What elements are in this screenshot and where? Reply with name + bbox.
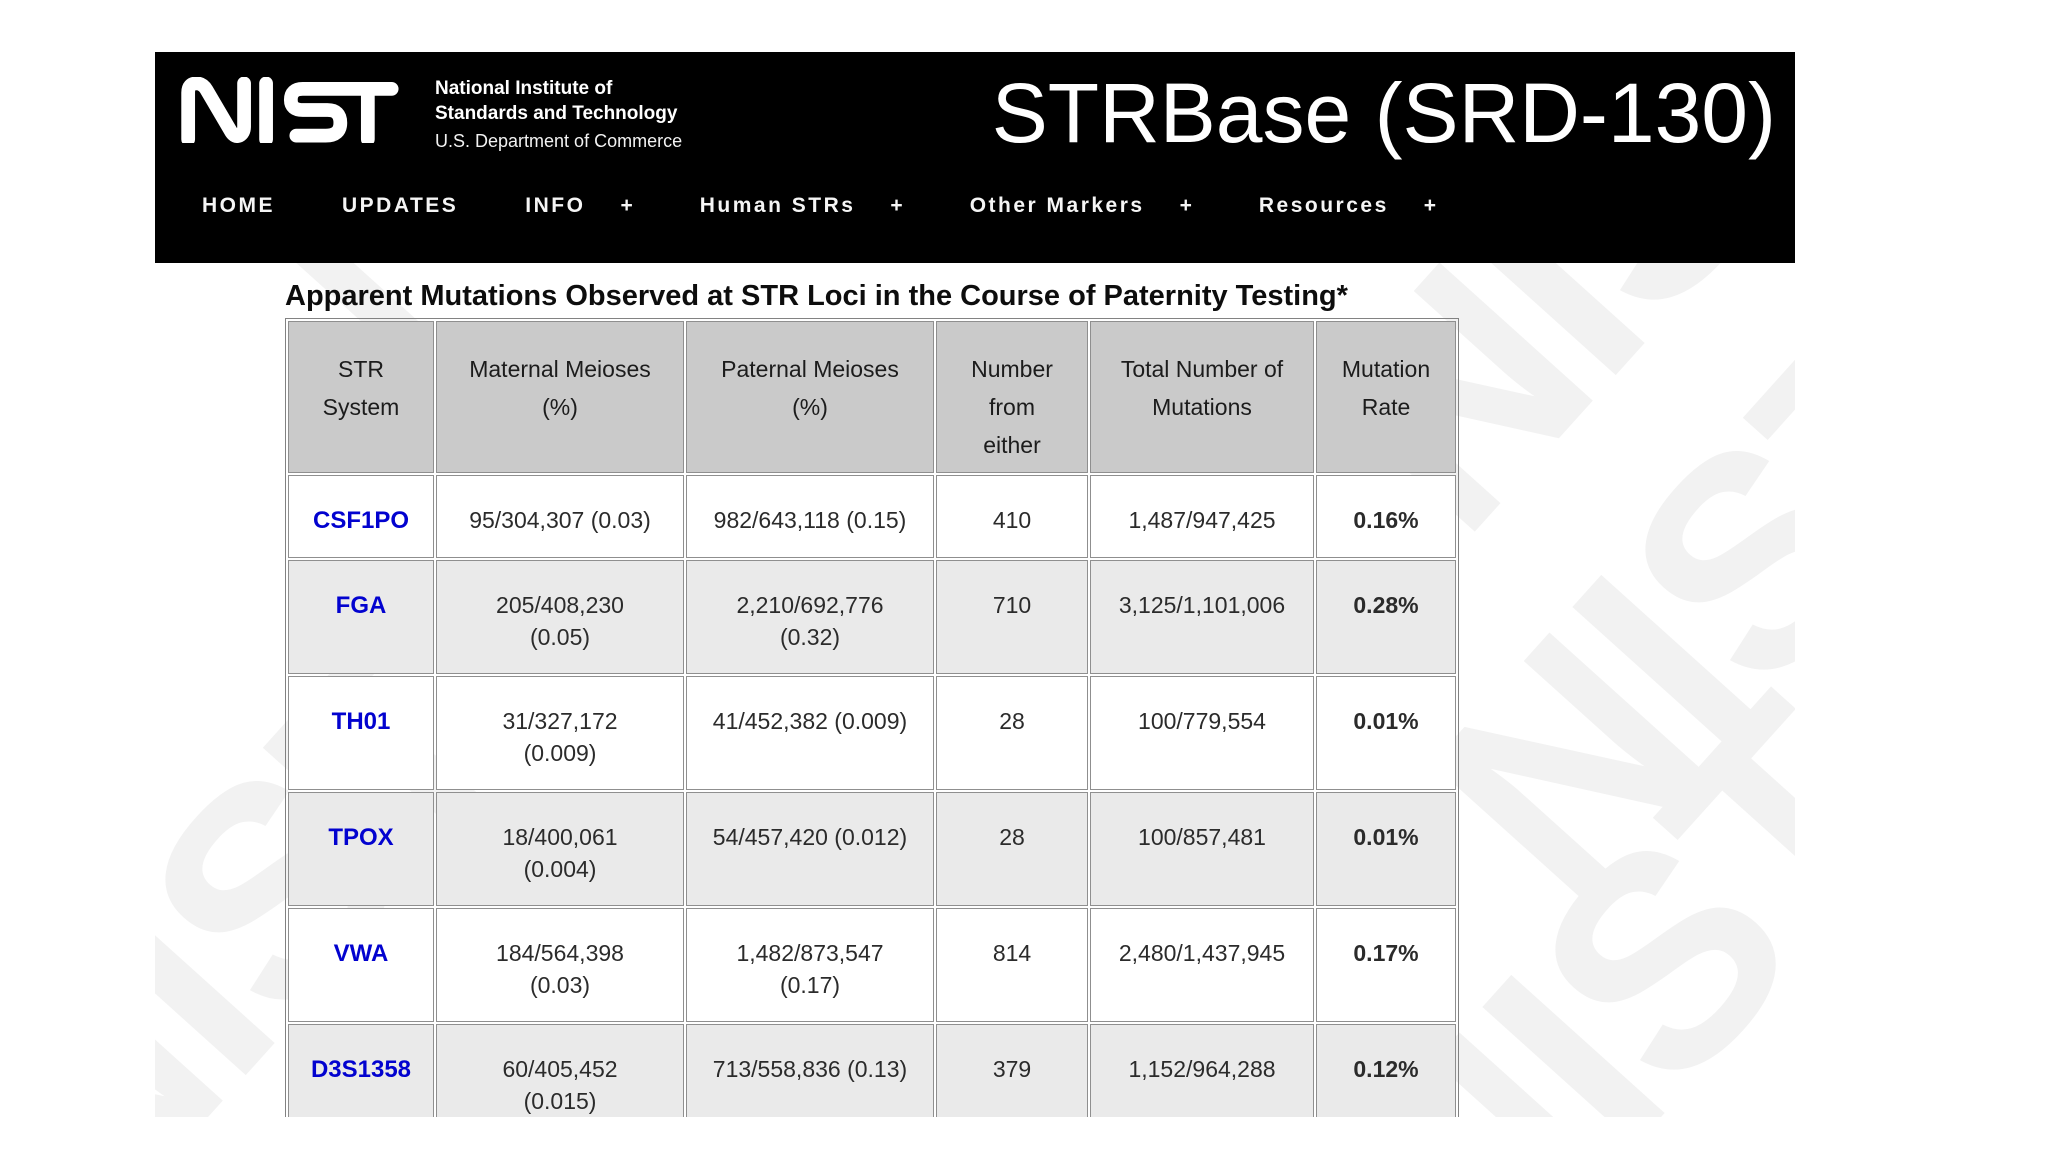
locus-cell: TH01 bbox=[288, 676, 434, 790]
rate-cell: 0.12% bbox=[1316, 1024, 1456, 1117]
table-row: FGA 205/408,230 (0.05) 2,210/692,776 (0.… bbox=[288, 560, 1456, 674]
plus-icon: + bbox=[1423, 194, 1437, 217]
either-cell: 28 bbox=[936, 792, 1088, 906]
col-header-str-system: STR System bbox=[288, 321, 434, 473]
either-cell: 410 bbox=[936, 475, 1088, 558]
maternal-cell: 184/564,398 (0.03) bbox=[436, 908, 684, 1022]
either-cell: 28 bbox=[936, 676, 1088, 790]
nav-info[interactable]: INFO + bbox=[525, 195, 632, 217]
nav-label: UPDATES bbox=[342, 194, 459, 217]
paternal-cell: 713/558,836 (0.13) bbox=[686, 1024, 934, 1117]
total-cell: 2,480/1,437,945 bbox=[1090, 908, 1314, 1022]
either-cell: 379 bbox=[936, 1024, 1088, 1117]
main-content: Apparent Mutations Observed at STR Loci … bbox=[285, 280, 1459, 1117]
locus-link-th01[interactable]: TH01 bbox=[331, 708, 391, 735]
org-name-block: National Institute of Standards and Tech… bbox=[435, 76, 682, 153]
webpage: NIST NIST NIST NIST NIST NIST National I… bbox=[155, 52, 1795, 1117]
rate-cell: 0.01% bbox=[1316, 676, 1456, 790]
maternal-cell: 18/400,061 (0.004) bbox=[436, 792, 684, 906]
locus-link-vwa[interactable]: VWA bbox=[333, 940, 389, 967]
rate-cell: 0.01% bbox=[1316, 792, 1456, 906]
maternal-cell: 205/408,230 (0.05) bbox=[436, 560, 684, 674]
table-row: CSF1PO 95/304,307 (0.03) 982/643,118 (0.… bbox=[288, 475, 1456, 558]
maternal-cell: 60/405,452 (0.015) bbox=[436, 1024, 684, 1117]
site-title: STRBase (SRD-130) bbox=[991, 66, 1776, 160]
table-row: VWA 184/564,398 (0.03) 1,482/873,547 (0.… bbox=[288, 908, 1456, 1022]
col-header-total-mutations: Total Number of Mutations bbox=[1090, 321, 1314, 473]
plus-icon: + bbox=[890, 194, 903, 217]
locus-cell: TPOX bbox=[288, 792, 434, 906]
nav-updates[interactable]: UPDATES bbox=[342, 195, 458, 217]
nav-label: Resources bbox=[1258, 194, 1389, 217]
org-line: Standards and Technology bbox=[435, 103, 678, 124]
nav-label: Other Markers bbox=[969, 194, 1145, 217]
maternal-cell: 31/327,172 (0.009) bbox=[436, 676, 684, 790]
mutations-table: STR System Maternal Meioses (%) Paternal… bbox=[285, 318, 1459, 1117]
rate-cell: 0.28% bbox=[1316, 560, 1456, 674]
rate-cell: 0.17% bbox=[1316, 908, 1456, 1022]
table-row: TH01 31/327,172 (0.009) 41/452,382 (0.00… bbox=[288, 676, 1456, 790]
paternal-cell: 982/643,118 (0.15) bbox=[686, 475, 934, 558]
total-cell: 1,152/964,288 bbox=[1090, 1024, 1314, 1117]
paternal-cell: 2,210/692,776 (0.32) bbox=[686, 560, 934, 674]
nav-label: HOME bbox=[202, 194, 275, 217]
maternal-cell: 95/304,307 (0.03) bbox=[436, 475, 684, 558]
total-cell: 1,487/947,425 bbox=[1090, 475, 1314, 558]
org-line: U.S. Department of Commerce bbox=[435, 131, 683, 151]
locus-link-csf1po[interactable]: CSF1PO bbox=[312, 507, 410, 534]
nist-logo-icon[interactable] bbox=[178, 77, 400, 143]
nav-resources[interactable]: Resources + bbox=[1259, 195, 1436, 217]
paternal-cell: 41/452,382 (0.009) bbox=[686, 676, 934, 790]
table-row: TPOX 18/400,061 (0.004) 54/457,420 (0.01… bbox=[288, 792, 1456, 906]
paternal-cell: 54/457,420 (0.012) bbox=[686, 792, 934, 906]
site-header: National Institute of Standards and Tech… bbox=[155, 52, 1795, 263]
nav-human-strs[interactable]: Human STRs + bbox=[700, 195, 903, 217]
col-header-number-either: Number from either bbox=[936, 321, 1088, 473]
locus-cell: D3S1358 bbox=[288, 1024, 434, 1117]
table-row: D3S1358 60/405,452 (0.015) 713/558,836 (… bbox=[288, 1024, 1456, 1117]
nav-other-markers[interactable]: Other Markers + bbox=[970, 195, 1192, 217]
locus-cell: VWA bbox=[288, 908, 434, 1022]
page-title: Apparent Mutations Observed at STR Loci … bbox=[285, 280, 1348, 312]
plus-icon: + bbox=[620, 194, 633, 217]
either-cell: 710 bbox=[936, 560, 1088, 674]
locus-cell: CSF1PO bbox=[288, 475, 434, 558]
nav-home[interactable]: HOME bbox=[202, 195, 275, 217]
nav-label: INFO bbox=[525, 194, 586, 217]
plus-icon: + bbox=[1179, 194, 1192, 217]
total-cell: 3,125/1,101,006 bbox=[1090, 560, 1314, 674]
col-header-maternal-meioses: Maternal Meioses (%) bbox=[436, 321, 684, 473]
rate-cell: 0.16% bbox=[1316, 475, 1456, 558]
locus-cell: FGA bbox=[288, 560, 434, 674]
nav-label: Human STRs bbox=[699, 194, 856, 217]
locus-link-tpox[interactable]: TPOX bbox=[328, 824, 394, 851]
locus-link-fga[interactable]: FGA bbox=[335, 592, 387, 619]
paternal-cell: 1,482/873,547 (0.17) bbox=[686, 908, 934, 1022]
table-header-row: STR System Maternal Meioses (%) Paternal… bbox=[288, 321, 1456, 473]
col-header-mutation-rate: Mutation Rate bbox=[1316, 321, 1456, 473]
either-cell: 814 bbox=[936, 908, 1088, 1022]
locus-link-d3s1358[interactable]: D3S1358 bbox=[310, 1056, 412, 1083]
total-cell: 100/779,554 bbox=[1090, 676, 1314, 790]
org-line: National Institute of bbox=[435, 78, 613, 99]
col-header-paternal-meioses: Paternal Meioses (%) bbox=[686, 321, 934, 473]
total-cell: 100/857,481 bbox=[1090, 792, 1314, 906]
main-nav: HOME UPDATES INFO + Human STRs + Other Mar… bbox=[202, 195, 1436, 217]
